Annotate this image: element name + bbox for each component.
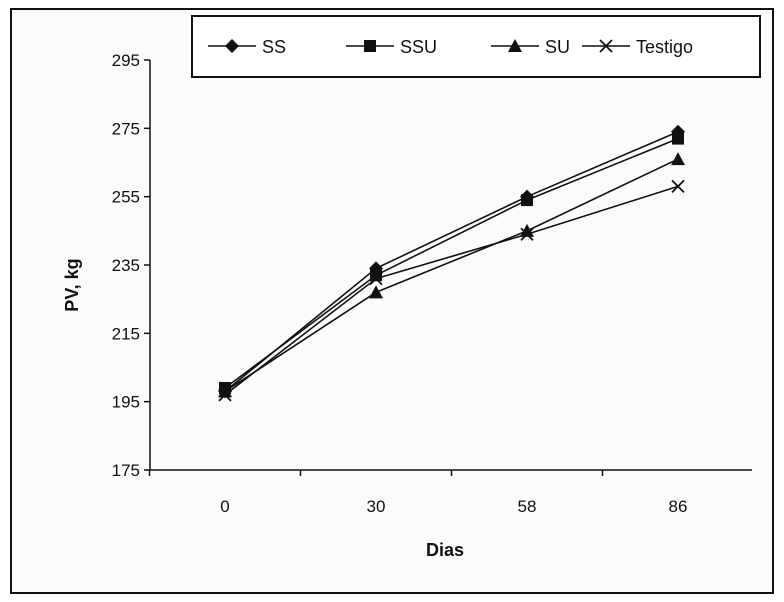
legend-marker (599, 39, 613, 53)
x-ticks: 0 30 58 86 (148, 470, 688, 516)
axes (149, 60, 752, 471)
legend-marker (508, 39, 522, 52)
series-testigo (218, 179, 685, 402)
series-su (218, 152, 685, 398)
legend-item-testigo: Testigo (582, 37, 693, 57)
legend-item-ssu: SSU (346, 37, 437, 57)
legend-items: SS SSU SU Testigo (208, 37, 693, 57)
legend: SS SSU SU Testigo (191, 15, 761, 78)
y-ticks: 175 195 215 235 255 275 295 (112, 51, 150, 480)
y-tick-label: 215 (112, 324, 140, 343)
x-tick-label: 86 (669, 497, 688, 516)
data-point-ssu (521, 194, 533, 207)
series-line-ssu (224, 137, 679, 389)
legend-box (191, 15, 761, 78)
legend-item-su: SU (491, 37, 570, 57)
data-point-testigo (369, 272, 383, 286)
legend-label: SS (262, 37, 286, 57)
legend-marker (364, 40, 376, 52)
series-group (218, 124, 685, 402)
x-tick-label: 30 (367, 497, 386, 516)
legend-label: SU (545, 37, 570, 57)
x-tick-label: 58 (518, 497, 537, 516)
y-tick-label: 295 (112, 51, 140, 70)
data-point-su (218, 384, 232, 398)
series-line-testigo (224, 185, 679, 396)
chart-frame (10, 8, 774, 594)
y-tick-label: 255 (112, 188, 140, 207)
series-ssu (219, 132, 684, 394)
y-tick-label: 235 (112, 256, 140, 275)
x-tick-label: 0 (220, 497, 229, 516)
legend-label: Testigo (636, 37, 693, 57)
legend-item-ss: SS (208, 37, 286, 57)
series-line-su (224, 158, 679, 393)
data-point-ssu (672, 132, 684, 145)
y-axis-title: PV, kg (62, 258, 82, 311)
y-tick-label: 195 (112, 393, 140, 412)
data-point-testigo (218, 388, 232, 402)
data-point-su (369, 285, 383, 299)
data-point-testigo (520, 227, 534, 241)
y-tick-label: 175 (112, 461, 140, 480)
legend-label: SSU (400, 37, 437, 57)
series-line-ss (224, 131, 679, 393)
x-axis-title: Dias (426, 540, 464, 560)
legend-marker (225, 39, 239, 53)
data-point-testigo (671, 179, 685, 194)
y-tick-label: 275 (112, 119, 140, 138)
data-point-su (671, 152, 685, 166)
